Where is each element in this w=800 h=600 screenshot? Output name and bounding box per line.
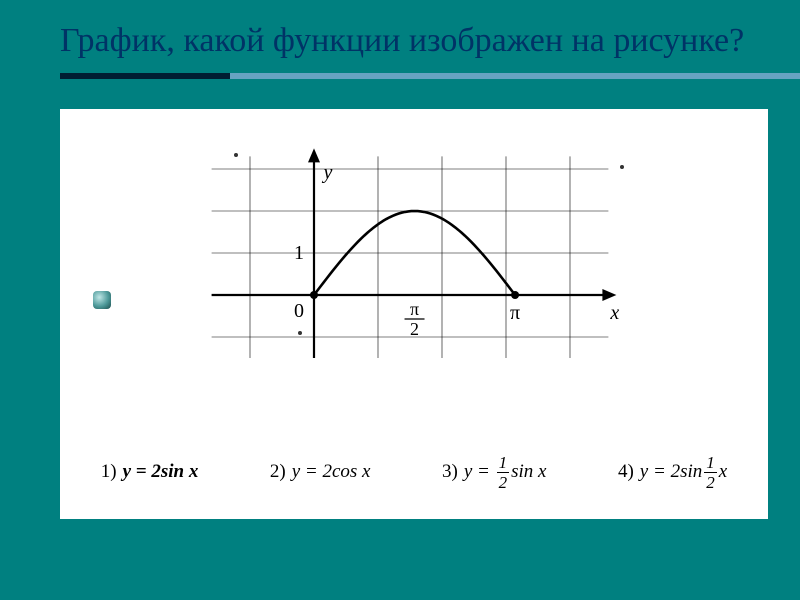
svg-text:x: x [609, 302, 619, 324]
chart-svg: 01yxπ2π [210, 115, 640, 375]
svg-text:2: 2 [410, 319, 419, 339]
frac-bot: 2 [704, 472, 717, 491]
answer-1: 1) y = 2sin x [101, 461, 199, 483]
answer-3-formula: y = 12sin x [464, 454, 547, 491]
header: График, какой функции изображен на рисун… [0, 0, 800, 73]
answer-4-num: 4) [618, 461, 634, 483]
content-area: 01yxπ2π 1) y = 2sin x 2) y = 2cos x 3) y… [60, 109, 768, 519]
rule-dark [60, 73, 230, 79]
frac-top: 1 [704, 454, 717, 472]
answer-1-num: 1) [101, 461, 117, 483]
answer-3: 3) y = 12sin x [442, 454, 546, 491]
slide-title: График, какой функции изображен на рисун… [60, 20, 770, 63]
coef: 2 [671, 460, 681, 481]
bullet-icon [93, 291, 111, 309]
answer-2-num: 2) [270, 461, 286, 483]
slide: График, какой функции изображен на рисун… [0, 0, 800, 600]
chart: 01yxπ2π [210, 115, 640, 375]
answer-row: 1) y = 2sin x 2) y = 2cos x 3) y = 12sin… [60, 454, 768, 491]
frac-top: 1 [497, 454, 510, 472]
svg-text:0: 0 [294, 300, 304, 322]
answer-2-formula: y = 2cos x [292, 461, 371, 483]
answer-3-num: 3) [442, 461, 458, 483]
header-rule [60, 73, 800, 79]
frac-bot: 2 [497, 472, 510, 491]
argx: x [719, 460, 727, 481]
svg-text:π: π [410, 299, 419, 319]
answer-4: 4) y = 2sin12x [618, 454, 727, 491]
svg-text:1: 1 [294, 242, 304, 264]
svg-text:y: y [322, 161, 333, 183]
svg-text:π: π [510, 302, 520, 324]
answer-1-formula: y = 2sin x [123, 461, 199, 483]
rule-light [230, 73, 800, 79]
arg: x [538, 460, 546, 481]
answer-4-formula: y = 2sin12x [640, 454, 727, 491]
answer-2: 2) y = 2cos x [270, 461, 371, 483]
